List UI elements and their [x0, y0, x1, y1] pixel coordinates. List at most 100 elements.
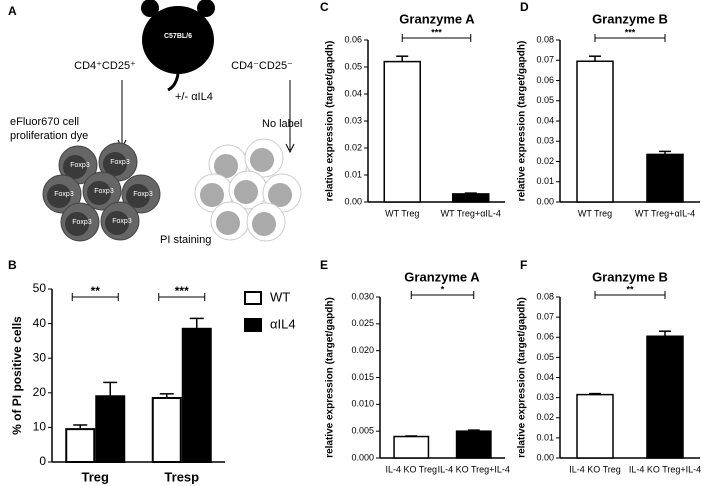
x-tick-label: IL-4 KO Treg+IL-4: [629, 464, 701, 474]
cell-nucleus: [250, 148, 274, 172]
cell-nucleus: [234, 180, 258, 204]
cell-nucleus: [214, 154, 238, 178]
y-tick-label: 0.02: [344, 142, 362, 152]
y-tick-label: 0.08: [536, 291, 554, 301]
note-text: eFluor670 cell: [10, 116, 79, 128]
y-axis-label: relative expression (target/gapdh): [517, 297, 528, 458]
note-text: PI staining: [160, 234, 211, 246]
legend-swatch: [244, 318, 262, 332]
y-tick-label: 0.01: [536, 432, 554, 442]
y-tick-label: 20: [33, 385, 47, 399]
cell-label: Foxp3: [70, 162, 90, 169]
cell-nucleus: [47, 184, 71, 208]
significance-label: *: [441, 284, 445, 294]
panel-letter: E: [320, 258, 328, 272]
cell-label: Foxp3: [110, 159, 130, 166]
arrow-head: [285, 143, 295, 154]
cell-nucleus: [63, 155, 87, 179]
legend-label: WT: [270, 289, 290, 304]
y-tick-label: 0.03: [536, 392, 554, 402]
bar: [383, 60, 421, 203]
bar: [455, 430, 492, 459]
mouse-tail: [167, 73, 180, 92]
significance-label: **: [91, 284, 101, 298]
y-axis-label: % of PI positive cells: [10, 316, 24, 435]
chart-title: Granzyme A: [399, 11, 475, 26]
x-tick-label: IL-4 KO Treg+IL-4: [438, 464, 510, 474]
bar: [646, 335, 684, 459]
panel-letter: B: [8, 258, 17, 272]
y-tick-label: 0.07: [536, 312, 554, 322]
cell-label: Foxp3: [54, 191, 74, 198]
y-tick-label: 0.05: [536, 352, 554, 362]
panel-a: A C57BL/6 CD4⁺CD25⁺ CD4⁻CD25⁻ eFluor670 …: [8, 0, 302, 246]
x-tick-label: Treg: [82, 469, 110, 484]
population-label: CD4⁺CD25⁺: [74, 60, 136, 72]
legend-swatch: [244, 291, 262, 305]
y-tick-label: 0.02: [536, 156, 554, 166]
y-tick-label: 0.025: [351, 318, 374, 328]
panel-letter: C: [320, 0, 329, 14]
cell-nucleus: [105, 211, 129, 235]
x-tick-label: Tresp: [164, 469, 199, 484]
y-tick-label: 0.06: [536, 75, 554, 85]
cell-cluster: [194, 138, 302, 242]
significance-label: ***: [431, 27, 442, 37]
cell-nucleus: [216, 211, 240, 235]
x-tick-label: IL-4 KO Treg: [385, 464, 437, 474]
chart-title: Granzyme A: [404, 269, 480, 284]
chart-title: Granzyme B: [592, 11, 668, 26]
panel-letter: D: [520, 0, 529, 14]
mouse-body: [142, 6, 214, 74]
bar: [181, 327, 212, 464]
y-tick-label: 0.04: [536, 372, 554, 382]
panel-letter: A: [8, 4, 17, 18]
panel-letter: F: [520, 258, 527, 272]
y-tick-label: 0.05: [344, 61, 362, 71]
cell-cluster: Foxp3 Foxp3 Foxp3 Foxp3 Foxp3 Foxp3 Foxp3: [42, 142, 161, 242]
legend-label: αIL4: [270, 316, 296, 331]
x-tick-label: WT Treg+αIL-4: [635, 208, 695, 218]
bar: [452, 193, 490, 203]
significance-label: ***: [625, 27, 636, 37]
bar: [65, 428, 96, 464]
y-tick-label: 0.03: [344, 115, 362, 125]
y-axis-label: relative expression (target/gapdh): [325, 41, 336, 202]
bar: [646, 153, 684, 203]
significance-label: **: [626, 284, 634, 294]
y-tick-label: 0.00: [536, 452, 554, 462]
y-tick-label: 0.02: [536, 412, 554, 422]
y-tick-label: 0.00: [344, 196, 362, 206]
mouse-ear: [141, 0, 159, 17]
y-tick-label: 0.04: [344, 88, 362, 98]
y-tick-label: 0.01: [344, 169, 362, 179]
y-tick-label: 10: [33, 420, 47, 434]
x-tick-label: WT Treg+αIL-4: [441, 208, 501, 218]
bar: [393, 435, 430, 459]
note-text: proliferation dye: [10, 130, 88, 142]
y-tick-label: 0.06: [536, 332, 554, 342]
y-tick-label: 0.03: [536, 136, 554, 146]
cell-nucleus: [268, 183, 292, 207]
y-tick-label: 0.00: [536, 196, 554, 206]
cell-nucleus: [252, 212, 276, 236]
y-tick-label: 0.030: [351, 291, 374, 301]
x-tick-label: IL-4 KO Treg: [569, 464, 621, 474]
y-tick-label: 0.04: [536, 115, 554, 125]
y-tick-label: 0.07: [536, 55, 554, 65]
cell-nucleus: [65, 212, 89, 236]
cell-nucleus: [103, 152, 127, 176]
y-tick-label: 30: [33, 350, 47, 364]
y-tick-label: 0.020: [351, 345, 374, 355]
bar: [576, 60, 614, 203]
cell-nucleus: [87, 181, 111, 205]
bar: [95, 395, 126, 464]
y-tick-label: 0.015: [351, 372, 374, 382]
y-tick-label: 0.05: [536, 95, 554, 105]
cell-label: Foxp3: [133, 191, 153, 198]
cell-nucleus: [126, 184, 150, 208]
y-tick-label: 0.010: [351, 399, 374, 409]
y-tick-label: 0.005: [351, 426, 374, 436]
mouse-ear: [197, 0, 215, 17]
